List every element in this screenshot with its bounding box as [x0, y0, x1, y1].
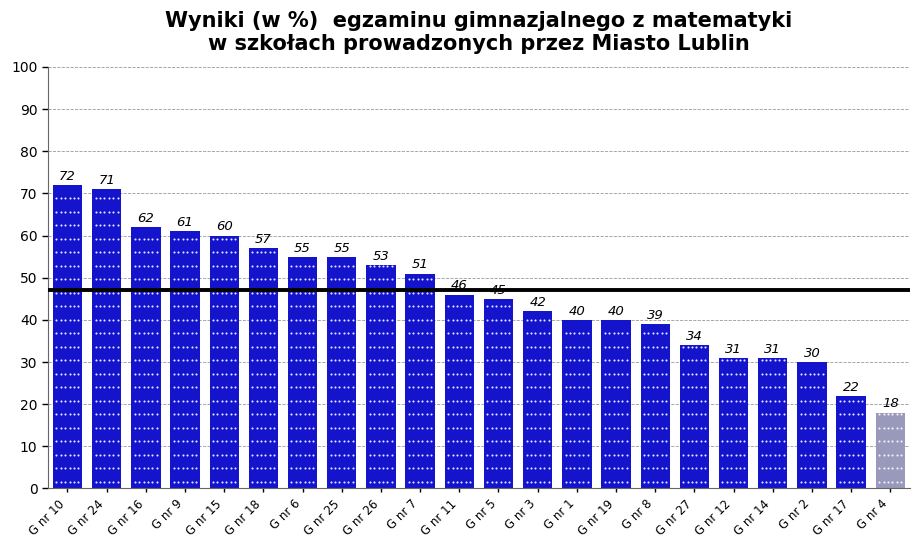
Bar — [562, 320, 591, 489]
Bar — [601, 320, 631, 489]
Text: 51: 51 — [412, 259, 428, 271]
Text: 22: 22 — [843, 380, 859, 394]
Text: 45: 45 — [490, 284, 507, 296]
Text: 18: 18 — [882, 397, 899, 411]
Bar — [876, 413, 905, 489]
Text: 40: 40 — [608, 305, 624, 318]
Text: 61: 61 — [177, 216, 193, 229]
Bar — [327, 256, 356, 489]
Text: 31: 31 — [764, 343, 781, 356]
Bar — [640, 324, 670, 489]
Bar — [92, 189, 122, 489]
Text: 34: 34 — [686, 330, 703, 343]
Bar — [836, 396, 866, 489]
Bar — [367, 265, 396, 489]
Bar — [758, 358, 787, 489]
Text: 72: 72 — [59, 170, 76, 183]
Text: 40: 40 — [568, 305, 585, 318]
Title: Wyniki (w %)  egzaminu gimnazjalnego z matematyki
w szkołach prowadzonych przez : Wyniki (w %) egzaminu gimnazjalnego z ma… — [165, 11, 793, 54]
Bar — [523, 311, 553, 489]
Text: 31: 31 — [725, 343, 742, 356]
Text: 62: 62 — [137, 212, 154, 225]
Bar — [131, 227, 160, 489]
Text: 55: 55 — [294, 242, 311, 255]
Text: 53: 53 — [373, 250, 390, 263]
Bar — [288, 256, 317, 489]
Text: 30: 30 — [803, 347, 821, 360]
Bar — [798, 362, 827, 489]
Bar — [445, 295, 474, 489]
Text: 57: 57 — [255, 233, 272, 246]
Text: 46: 46 — [451, 279, 468, 293]
Text: 42: 42 — [530, 296, 546, 309]
Bar — [170, 231, 200, 489]
Bar — [680, 345, 709, 489]
Text: 60: 60 — [216, 221, 233, 233]
Bar — [405, 273, 435, 489]
Bar — [209, 236, 239, 489]
Bar — [484, 299, 513, 489]
Bar — [52, 185, 82, 489]
Bar — [719, 358, 748, 489]
Text: 55: 55 — [333, 242, 350, 255]
Text: 71: 71 — [99, 174, 115, 187]
Text: 39: 39 — [647, 309, 664, 322]
Bar — [249, 248, 278, 489]
